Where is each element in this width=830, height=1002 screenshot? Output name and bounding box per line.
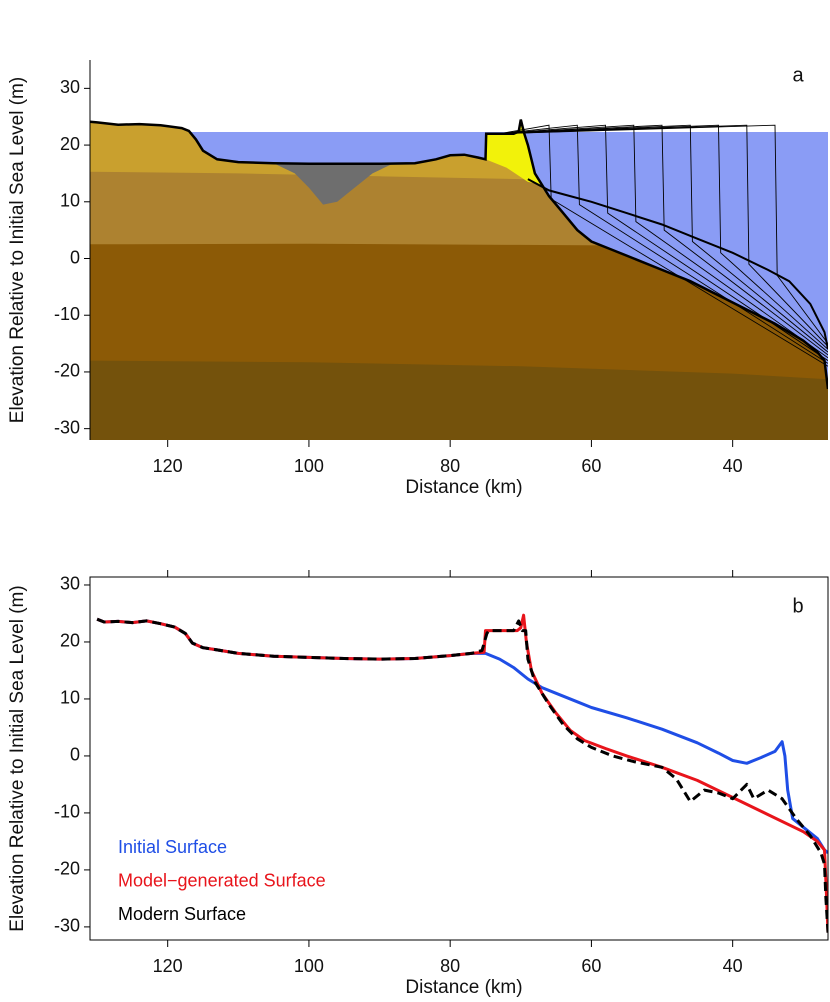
surface-line [90, 119, 828, 390]
panel-label: a [792, 64, 804, 86]
y-tick-label: -20 [54, 361, 80, 381]
x-tick-label: 60 [581, 956, 601, 976]
y-tick-label: -10 [54, 802, 80, 822]
profile-line [499, 124, 828, 356]
y-tick-label: -20 [54, 859, 80, 879]
x-tick-label: 80 [440, 456, 460, 476]
x-tick-label: 40 [723, 956, 743, 976]
x-tick-label: 100 [294, 456, 324, 476]
deposit [485, 119, 542, 185]
plot-frame [89, 576, 829, 941]
x-tick-label: 80 [440, 956, 460, 976]
plot-area [96, 613, 828, 933]
y-axis-label: Elevation Relative to Initial Sea Level … [7, 585, 28, 931]
profile-line [499, 124, 828, 359]
y-tick-label: 10 [60, 191, 80, 211]
profile-line [499, 124, 828, 350]
y-tick-label: 0 [70, 745, 80, 765]
y-axis-label: Elevation Relative to Initial Sea Level … [7, 77, 28, 423]
plot-area [90, 119, 828, 440]
valley-fill [273, 163, 394, 205]
x-tick-label: 120 [153, 956, 183, 976]
y-tick-label: -10 [54, 304, 80, 324]
x-tick-label: 100 [294, 956, 324, 976]
profile-line [499, 124, 828, 344]
y-tick-label: 0 [70, 247, 80, 267]
y-tick-label: 30 [60, 77, 80, 97]
legend-entry: Modern Surface [118, 904, 246, 924]
panel-label: b [792, 595, 803, 617]
x-tick-label: 40 [723, 456, 743, 476]
x-axis-label: Distance (km) [405, 477, 522, 498]
y-tick-label: 20 [60, 631, 80, 651]
profile-line [499, 124, 828, 364]
profile-line [499, 124, 828, 353]
x-axis-label: Distance (km) [405, 977, 522, 998]
y-tick-label: 30 [60, 574, 80, 594]
y-tick-label: -30 [54, 916, 80, 936]
initial-surface-line [527, 178, 828, 350]
y-tick-label: -30 [54, 417, 80, 437]
y-tick-label: 20 [60, 134, 80, 154]
x-tick-label: 60 [581, 456, 601, 476]
y-tick-label: 10 [60, 688, 80, 708]
stratum [90, 360, 828, 440]
series-line [96, 617, 828, 933]
legend-entry: Model−generated Surface [118, 870, 326, 890]
profile-line [499, 124, 828, 361]
legend-entry: Initial Surface [118, 837, 227, 857]
x-tick-label: 120 [153, 456, 183, 476]
